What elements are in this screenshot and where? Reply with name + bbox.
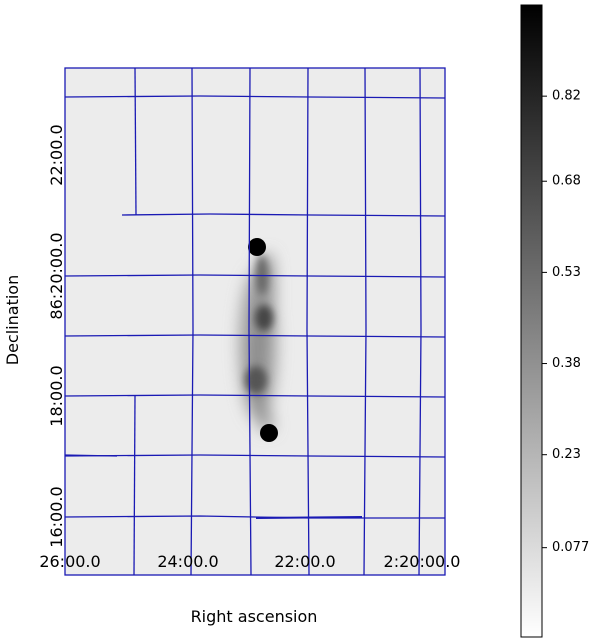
colorbar-tick-label: 0.53 <box>552 265 581 280</box>
colorbar-tick-label: 0.68 <box>552 174 581 189</box>
x-tick-label: 26:00.0 <box>39 552 100 571</box>
colorbar-tick-label: 0.38 <box>552 356 581 371</box>
x-tick-label: 24:00.0 <box>157 552 218 571</box>
y-tick-label: 86:20:00.0 <box>47 232 66 319</box>
y-tick-label: 16:00.0 <box>47 486 66 547</box>
y-tick-label: 22:00.0 <box>47 124 66 185</box>
x-tick-label: 22:00.0 <box>274 552 335 571</box>
x-axis-label: Right ascension <box>191 607 318 626</box>
colorbar-tick-label: 0.077 <box>552 540 589 555</box>
x-tick-label: 2:20:00.0 <box>384 552 461 571</box>
coordinate-grid <box>64 67 446 576</box>
image <box>65 68 445 575</box>
y-axis-label: Declination <box>3 275 22 365</box>
colorbar-tick-label: 0.82 <box>552 89 581 104</box>
colorbar: 0.077 0.23 0.38 0.53 0.68 0.82 <box>520 4 589 638</box>
y-tick-label: 18:00.0 <box>47 365 66 426</box>
colorbar-tick-label: 0.23 <box>552 447 581 462</box>
